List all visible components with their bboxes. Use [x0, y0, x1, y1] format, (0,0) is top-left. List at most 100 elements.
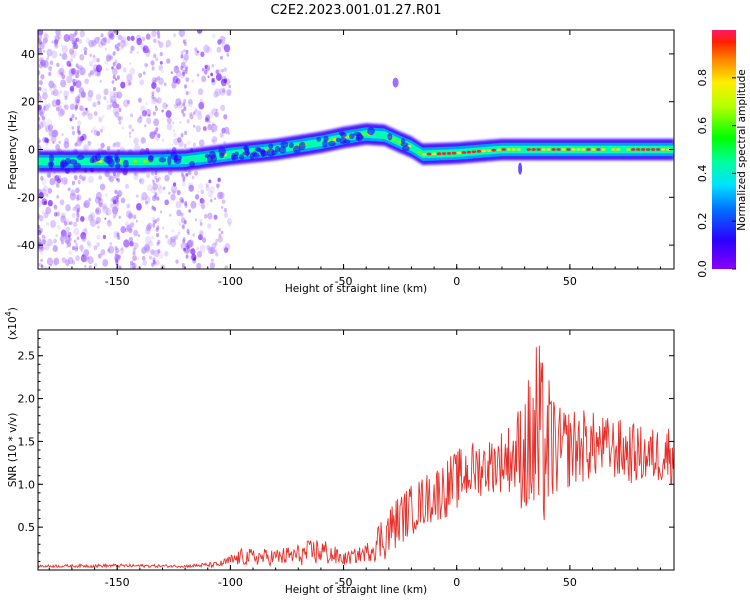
spectral-noise-dot — [38, 212, 41, 219]
ridge-hotspot — [556, 148, 561, 151]
spectral-noise-dot — [95, 93, 102, 101]
spectral-noise-dot — [40, 176, 44, 181]
spectral-noise-dot — [136, 51, 139, 54]
ridge-blob — [278, 146, 287, 154]
spectral-noise-dot — [141, 36, 146, 42]
spectral-noise-dot — [188, 98, 193, 105]
spectral-streak-dot — [152, 111, 156, 116]
x-tick-label: -50 — [335, 576, 353, 589]
spectral-noise-dot — [38, 144, 42, 153]
spectral-streak-dot — [152, 180, 156, 185]
spectral-noise-dot — [167, 238, 172, 245]
spectral-noise-dot — [102, 203, 108, 210]
spectral-streak-dot — [157, 248, 161, 254]
spectral-noise-dot — [196, 262, 202, 269]
spectral-streak-dot — [186, 228, 190, 234]
spectral-noise-dot — [165, 39, 172, 47]
spectral-noise-dot — [92, 55, 98, 63]
spectral-noise-dot — [59, 53, 62, 57]
spectral-noise-dot — [136, 37, 143, 46]
spectral-streak-dot — [76, 128, 80, 134]
x-tick-label: 0 — [453, 275, 460, 288]
spectral-noise-dot — [38, 57, 43, 64]
spectral-noise-dot — [110, 99, 114, 104]
spectral-noise-dot — [76, 125, 81, 130]
spectral-noise-dot — [54, 39, 59, 45]
spectral-noise-dot — [69, 85, 75, 92]
spectral-streak-dot — [155, 227, 159, 232]
spectral-streak-dot — [181, 224, 185, 229]
colorbar-tick-label-group: 0.0 — [696, 260, 709, 278]
spectral-noise-dot — [190, 248, 196, 255]
ridge-blob — [238, 154, 245, 160]
spectral-noise-dot — [103, 96, 107, 101]
spectral-noise-dot — [223, 141, 226, 145]
spectral-noise-dot — [193, 124, 196, 128]
spectral-noise-dot — [87, 112, 93, 120]
spectral-noise-dot — [221, 205, 224, 209]
ridge-blob — [327, 141, 336, 147]
spectral-noise-dot — [191, 79, 194, 83]
spectral-noise-dot — [126, 73, 133, 82]
spectral-streak-dot — [153, 194, 157, 200]
spectral-noise-dot — [151, 217, 155, 222]
spectral-noise-dot — [132, 247, 136, 252]
y-tick-label: 2.0 — [18, 393, 36, 406]
spectral-noise-dot — [148, 255, 153, 260]
spectral-noise-dot — [132, 266, 136, 269]
spectral-noise-dot — [63, 33, 70, 43]
spectral-streak-dot — [113, 174, 117, 179]
spectral-noise-dot — [207, 75, 210, 79]
spectral-noise-dot — [41, 201, 45, 205]
ridge-hotspot — [461, 151, 467, 154]
spectral-noise-dot — [110, 197, 114, 203]
spectral-noise-dot — [62, 257, 67, 264]
spectral-noise-dot — [88, 72, 92, 77]
spectrogram-x-ticks: -150 -100 -50 0 50 — [48, 30, 661, 288]
snr-y-scale-exp: 4 — [4, 311, 13, 316]
spectral-noise-dot — [120, 197, 126, 204]
spectral-streak-dot — [152, 220, 156, 225]
spectral-noise-dot — [89, 218, 97, 227]
spectral-noise-dot — [136, 194, 139, 198]
ridge-hotspot — [571, 148, 576, 151]
spectral-noise-dot — [63, 231, 68, 237]
spectral-noise-dot — [43, 211, 49, 219]
spectral-noise-dot — [145, 224, 152, 232]
spectral-streak-dot — [186, 119, 190, 124]
x-tick-label: -50 — [335, 275, 353, 288]
spectral-noise-dot — [38, 79, 43, 85]
spectral-noise-dot — [221, 69, 224, 73]
spectral-noise-dot — [79, 135, 85, 142]
spectral-noise-dot — [130, 113, 134, 118]
spectral-noise-dot — [59, 108, 66, 116]
spectral-noise-dot — [61, 176, 68, 185]
spectral-noise-dot — [159, 185, 162, 189]
spectral-streak-dot — [180, 212, 184, 217]
spectral-noise-dot — [126, 225, 131, 231]
spectral-noise-dot — [124, 221, 129, 227]
ridge-blob — [274, 145, 281, 153]
spectral-noise-dot — [133, 173, 139, 181]
spectral-noise-dot — [166, 117, 172, 124]
spectral-noise-dot — [98, 202, 103, 208]
spectral-noise-dot — [41, 115, 46, 121]
snr-series-line — [38, 345, 674, 569]
spectral-noise-dot — [205, 114, 211, 121]
spectral-streak-dot — [74, 142, 78, 147]
spectral-noise-dot — [87, 95, 93, 102]
spectral-noise-dot — [200, 189, 205, 195]
ridge-hotspot — [426, 152, 432, 156]
spectral-noise-dot — [56, 100, 61, 105]
spectral-streak-dot — [180, 132, 184, 138]
spectral-noise-dot — [96, 70, 101, 77]
spectral-streak-dot — [181, 199, 185, 204]
ridge-blob — [298, 141, 306, 151]
spectral-noise-dot — [196, 246, 199, 251]
snr-x-label: Height of straight line (km) — [285, 584, 427, 596]
ridge-blob — [256, 147, 262, 152]
spectral-noise-dot — [117, 34, 123, 41]
spectral-noise-dot — [108, 175, 115, 183]
spectral-noise-dot — [63, 104, 67, 109]
spectral-noise-dot — [43, 265, 48, 269]
